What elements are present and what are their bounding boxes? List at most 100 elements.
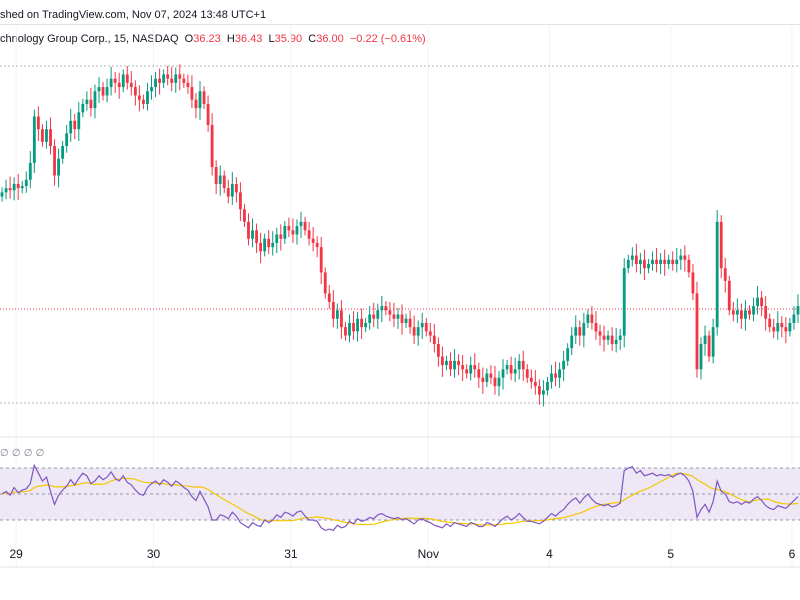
candle-body bbox=[129, 82, 133, 88]
candle-body bbox=[4, 188, 8, 193]
candle-body bbox=[279, 234, 283, 239]
candle-body bbox=[65, 133, 69, 147]
candle-body bbox=[28, 162, 32, 180]
candle-body bbox=[222, 175, 226, 189]
candle-body bbox=[263, 238, 267, 252]
candle-body bbox=[291, 230, 295, 235]
candle-body bbox=[259, 242, 263, 252]
close-value: 36.00 bbox=[316, 33, 344, 45]
candle-body bbox=[424, 322, 428, 332]
candle-body bbox=[45, 129, 48, 142]
candle-body bbox=[404, 318, 408, 323]
candle-body bbox=[36, 116, 40, 130]
candle-body bbox=[691, 272, 695, 294]
candle-body bbox=[327, 293, 331, 302]
high-key: H bbox=[226, 33, 235, 45]
candle-body bbox=[170, 78, 174, 83]
symbol-legend: chnology Group Corp., 15, NASDAQ O36.23 … bbox=[0, 33, 426, 45]
candle-body bbox=[671, 259, 675, 264]
candle-body bbox=[517, 360, 521, 370]
candle-body bbox=[788, 322, 792, 332]
candle-body bbox=[182, 78, 186, 83]
candle-body bbox=[234, 183, 238, 193]
candle-body bbox=[752, 306, 755, 315]
candle-body bbox=[295, 226, 299, 235]
candle-body bbox=[598, 331, 602, 336]
candle-body bbox=[323, 272, 327, 294]
x-tick-label: 6 bbox=[789, 547, 796, 561]
candle-body bbox=[683, 255, 687, 260]
candle-body bbox=[473, 365, 477, 370]
candle-body bbox=[12, 183, 16, 191]
candle-body bbox=[81, 103, 85, 113]
candle-body bbox=[137, 95, 141, 100]
candle-body bbox=[780, 322, 784, 328]
candle-body bbox=[461, 365, 465, 370]
candle-body bbox=[550, 373, 553, 382]
rsi-legend-values: ∅ ∅ ∅ ∅ bbox=[0, 448, 44, 459]
candle-body bbox=[715, 221, 719, 328]
candle-body bbox=[566, 348, 570, 361]
candle-body bbox=[582, 322, 586, 336]
candle-body bbox=[614, 339, 618, 345]
candle-body bbox=[198, 91, 202, 109]
candle-body bbox=[388, 310, 392, 315]
candle-body bbox=[740, 310, 743, 319]
candle-body bbox=[360, 318, 364, 328]
candle-body bbox=[93, 91, 97, 109]
candle-body bbox=[49, 129, 52, 147]
candles bbox=[0, 64, 800, 407]
candle-body bbox=[764, 306, 768, 319]
candle-body bbox=[562, 360, 566, 370]
candle-body bbox=[69, 120, 73, 134]
candle-body bbox=[97, 87, 101, 92]
candle-body bbox=[85, 99, 89, 104]
candle-body bbox=[445, 360, 448, 366]
candle-body bbox=[744, 310, 747, 319]
candle-body bbox=[267, 238, 271, 248]
candle-body bbox=[643, 259, 646, 269]
candle-body bbox=[158, 78, 162, 83]
x-tick-label: 4 bbox=[546, 547, 553, 561]
candle-body bbox=[146, 91, 149, 104]
candle-body bbox=[546, 381, 549, 391]
header-divider bbox=[0, 24, 800, 25]
candle-body bbox=[255, 230, 258, 243]
candle-body bbox=[707, 335, 711, 357]
candle-body bbox=[24, 179, 28, 187]
candle-body bbox=[226, 188, 230, 197]
candle-body bbox=[727, 280, 731, 311]
candle-body bbox=[558, 369, 562, 378]
candle-body bbox=[16, 183, 20, 189]
candle-body bbox=[392, 314, 396, 319]
candle-body bbox=[348, 322, 351, 336]
rsi-pane bbox=[0, 463, 800, 532]
candle-body bbox=[663, 259, 667, 264]
candle-body bbox=[719, 221, 723, 269]
candle-body bbox=[162, 74, 166, 83]
candle-body bbox=[505, 365, 509, 370]
candle-body bbox=[776, 322, 780, 332]
candle-body bbox=[432, 335, 436, 345]
candle-body bbox=[521, 360, 525, 370]
candle-body bbox=[655, 259, 658, 264]
candle-body bbox=[202, 91, 206, 104]
candle-body bbox=[57, 158, 60, 176]
candle-body bbox=[735, 310, 739, 315]
candle-body bbox=[441, 356, 444, 366]
low-key: L bbox=[268, 33, 275, 45]
candle-body bbox=[238, 192, 242, 210]
candle-body bbox=[723, 268, 727, 281]
candle-body bbox=[638, 259, 642, 264]
candle-body bbox=[178, 74, 182, 79]
candle-body bbox=[125, 74, 129, 83]
candle-body bbox=[760, 297, 764, 307]
candle-body bbox=[311, 238, 315, 243]
candle-body bbox=[307, 230, 311, 239]
candle-body bbox=[493, 377, 497, 387]
candle-body bbox=[247, 221, 250, 239]
candle-body bbox=[41, 129, 44, 142]
publisher-attribution: shed on TradingView.com, Nov 07, 2024 13… bbox=[0, 9, 266, 21]
candle-body bbox=[166, 74, 170, 79]
